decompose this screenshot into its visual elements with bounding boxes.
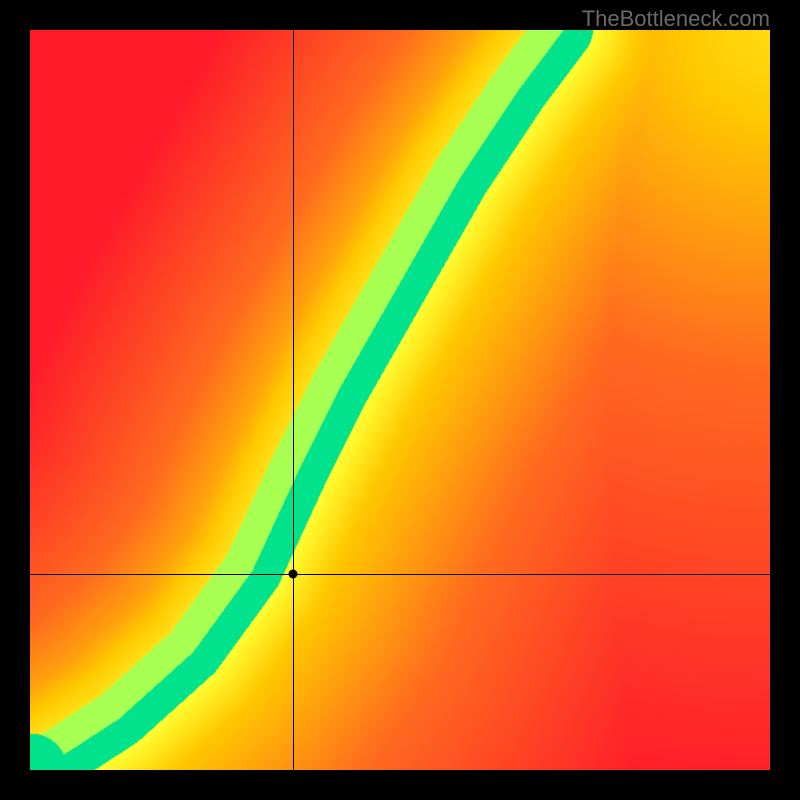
chart-container: TheBottleneck.com bbox=[0, 0, 800, 800]
watermark-text: TheBottleneck.com bbox=[582, 6, 770, 32]
crosshair-horizontal bbox=[30, 574, 770, 575]
crosshair-vertical bbox=[293, 30, 294, 770]
plot-area bbox=[30, 30, 770, 770]
marker-dot bbox=[288, 569, 297, 578]
heatmap-canvas bbox=[30, 30, 770, 770]
